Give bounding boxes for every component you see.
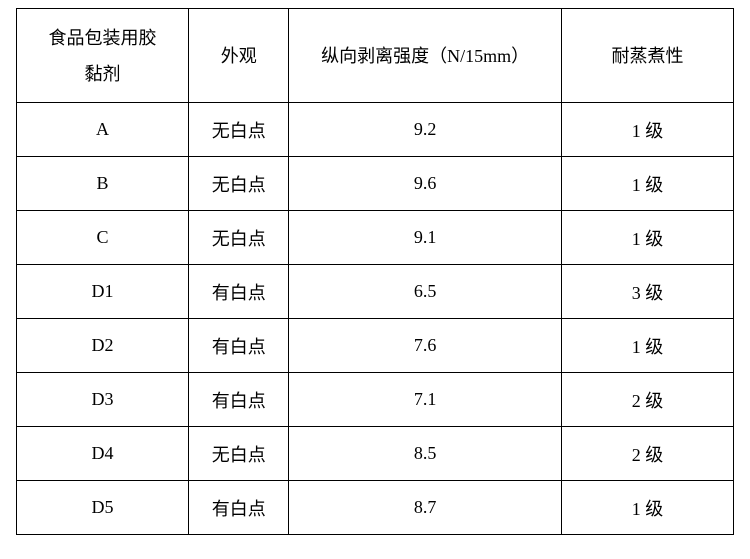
cell-strength: 7.1 (289, 373, 561, 427)
cell-boil: 1 级 (561, 319, 733, 373)
col-header-boil: 耐蒸煮性 (561, 9, 733, 103)
cell-strength: 8.5 (289, 427, 561, 481)
cell-boil: 1 级 (561, 157, 733, 211)
cell-name: D2 (17, 319, 189, 373)
cell-appearance: 无白点 (189, 211, 289, 265)
cell-appearance: 无白点 (189, 157, 289, 211)
col-header-appearance: 外观 (189, 9, 289, 103)
cell-strength: 9.2 (289, 103, 561, 157)
col-header-adhesive-line1: 食品包装用胶 (18, 20, 187, 56)
col-header-strength: 纵向剥离强度（N/15mm） (289, 9, 561, 103)
cell-boil: 3 级 (561, 265, 733, 319)
cell-appearance: 无白点 (189, 103, 289, 157)
cell-strength: 7.6 (289, 319, 561, 373)
table-row: D3 有白点 7.1 2 级 (17, 373, 734, 427)
table-row: D1 有白点 6.5 3 级 (17, 265, 734, 319)
table-row: A 无白点 9.2 1 级 (17, 103, 734, 157)
cell-name: D4 (17, 427, 189, 481)
table-row: D2 有白点 7.6 1 级 (17, 319, 734, 373)
cell-appearance: 无白点 (189, 427, 289, 481)
col-header-adhesive: 食品包装用胶 黏剂 (17, 9, 189, 103)
cell-strength: 8.7 (289, 481, 561, 535)
cell-strength: 9.1 (289, 211, 561, 265)
table-row: B 无白点 9.6 1 级 (17, 157, 734, 211)
cell-boil: 1 级 (561, 103, 733, 157)
cell-name: C (17, 211, 189, 265)
cell-appearance: 有白点 (189, 265, 289, 319)
table-row: D5 有白点 8.7 1 级 (17, 481, 734, 535)
cell-name: B (17, 157, 189, 211)
cell-name: D3 (17, 373, 189, 427)
col-header-adhesive-line2: 黏剂 (18, 56, 187, 92)
table-row: C 无白点 9.1 1 级 (17, 211, 734, 265)
cell-boil: 1 级 (561, 481, 733, 535)
cell-boil: 2 级 (561, 373, 733, 427)
table-body: A 无白点 9.2 1 级 B 无白点 9.6 1 级 C 无白点 9.1 1 … (17, 103, 734, 535)
cell-name: D1 (17, 265, 189, 319)
cell-appearance: 有白点 (189, 481, 289, 535)
cell-name: A (17, 103, 189, 157)
cell-appearance: 有白点 (189, 373, 289, 427)
cell-name: D5 (17, 481, 189, 535)
cell-strength: 9.6 (289, 157, 561, 211)
table-header-row: 食品包装用胶 黏剂 外观 纵向剥离强度（N/15mm） 耐蒸煮性 (17, 9, 734, 103)
cell-appearance: 有白点 (189, 319, 289, 373)
cell-boil: 2 级 (561, 427, 733, 481)
cell-boil: 1 级 (561, 211, 733, 265)
cell-strength: 6.5 (289, 265, 561, 319)
table-row: D4 无白点 8.5 2 级 (17, 427, 734, 481)
adhesive-data-table: 食品包装用胶 黏剂 外观 纵向剥离强度（N/15mm） 耐蒸煮性 A 无白点 9… (16, 8, 734, 535)
